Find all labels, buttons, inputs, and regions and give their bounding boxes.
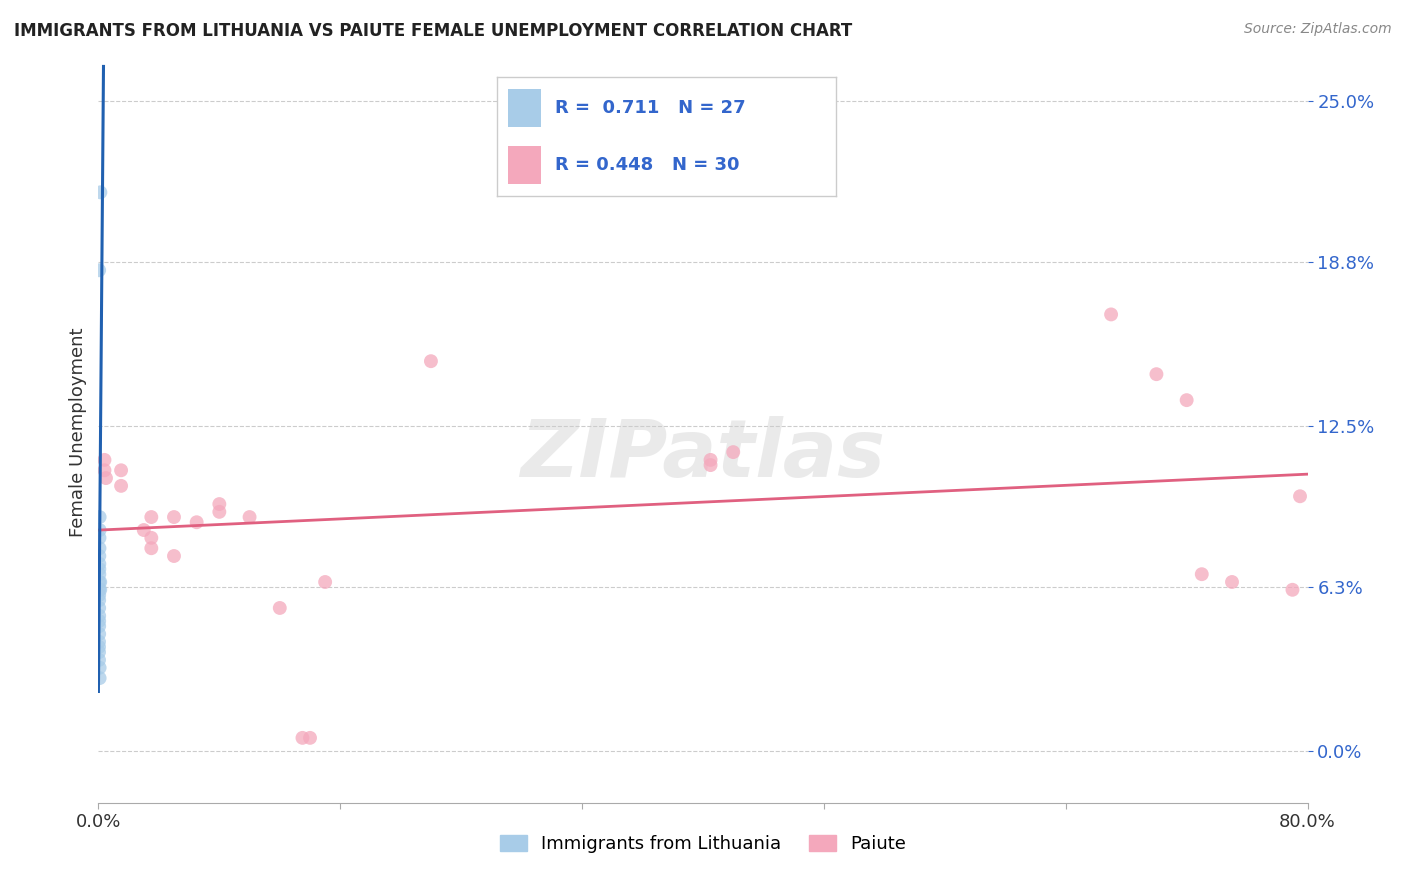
Point	[89, 582, 111, 597]
Point	[89, 541, 111, 556]
Point	[239, 510, 262, 524]
Point	[94, 471, 117, 485]
Point	[89, 574, 111, 589]
Point	[89, 627, 111, 641]
Point	[89, 531, 111, 545]
Point	[314, 574, 336, 589]
Y-axis label: Female Unemployment: Female Unemployment	[69, 328, 87, 537]
Point	[1146, 367, 1168, 381]
Point	[87, 645, 110, 659]
Point	[89, 557, 111, 571]
Point	[141, 510, 163, 524]
Point	[89, 523, 111, 537]
Text: IMMIGRANTS FROM LITHUANIA VS PAIUTE FEMALE UNEMPLOYMENT CORRELATION CHART: IMMIGRANTS FROM LITHUANIA VS PAIUTE FEMA…	[14, 22, 852, 40]
Point	[89, 567, 111, 582]
Text: Source: ZipAtlas.com: Source: ZipAtlas.com	[1244, 22, 1392, 37]
Point	[163, 510, 186, 524]
Point	[89, 614, 111, 628]
Point	[89, 574, 111, 589]
Point	[87, 634, 110, 648]
Point	[291, 731, 314, 745]
Point	[89, 601, 111, 615]
Text: ZIPatlas: ZIPatlas	[520, 416, 886, 494]
Point	[93, 453, 115, 467]
Point	[93, 463, 115, 477]
Point	[163, 549, 186, 563]
Point	[89, 263, 111, 277]
Point	[89, 186, 111, 200]
Point	[89, 608, 111, 623]
Point	[1175, 393, 1198, 408]
Point	[1099, 307, 1122, 321]
Point	[299, 731, 322, 745]
Point	[89, 619, 111, 633]
Point	[89, 661, 111, 675]
Point	[89, 562, 111, 576]
Point	[110, 463, 132, 477]
Point	[208, 505, 231, 519]
Point	[89, 588, 111, 602]
Point	[132, 523, 155, 537]
Point	[87, 640, 110, 654]
Point	[186, 515, 208, 529]
Point	[89, 510, 111, 524]
Point	[89, 593, 111, 607]
Point	[1220, 574, 1243, 589]
Point	[141, 531, 163, 545]
Point	[87, 653, 110, 667]
Point	[89, 549, 111, 563]
Point	[1281, 582, 1303, 597]
Point	[699, 453, 721, 467]
Legend: Immigrants from Lithuania, Paiute: Immigrants from Lithuania, Paiute	[492, 828, 914, 861]
Point	[89, 671, 111, 685]
Point	[208, 497, 231, 511]
Point	[110, 479, 132, 493]
Point	[141, 541, 163, 556]
Point	[699, 458, 721, 472]
Point	[1289, 489, 1312, 503]
Point	[89, 582, 111, 597]
Point	[723, 445, 745, 459]
Point	[1191, 567, 1213, 582]
Point	[420, 354, 443, 368]
Point	[269, 601, 291, 615]
